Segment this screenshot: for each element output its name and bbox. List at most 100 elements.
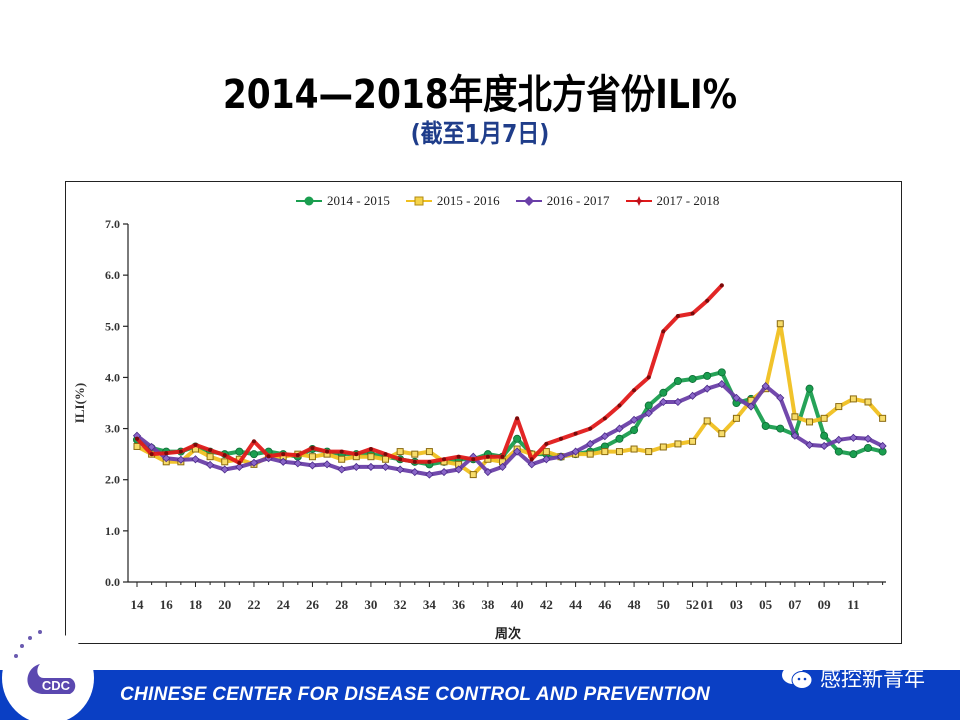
x-tick-label: 07 [788,597,802,612]
data-point [544,441,549,446]
data-point [791,413,799,421]
data-point [659,443,667,451]
data-point [718,430,726,438]
data-point [251,439,256,444]
data-point [222,453,227,458]
x-tick-label: 14 [131,597,145,612]
data-point [644,401,653,410]
x-tick-label: 36 [452,597,466,612]
data-point [469,471,477,479]
legend-label: 2015 - 2016 [436,193,500,208]
data-point [208,448,213,453]
data-point [661,329,666,334]
data-point [133,442,141,450]
x-tick-label: 22 [247,597,260,612]
data-point [456,454,461,459]
x-tick-label: 52 [686,597,699,612]
data-point [717,380,726,389]
x-tick-label: 28 [335,597,349,612]
data-point [615,434,624,443]
watermark: 感控新青年 [780,663,925,693]
data-point [863,434,873,443]
data-point [515,416,520,421]
data-point [849,395,857,403]
data-point [646,375,651,380]
legend-marker-square-icon [405,196,432,206]
data-point [571,447,580,456]
data-point [425,470,434,479]
data-point [835,403,843,411]
data-point [411,450,419,458]
legend-label: 2014 - 2015 [327,193,390,208]
data-point [454,465,463,474]
x-tick-label: 48 [628,597,642,612]
data-point [279,457,288,466]
data-point [471,457,476,462]
data-point [396,448,404,456]
data-point [439,467,449,477]
data-point [442,457,447,462]
data-point [339,449,344,454]
y-tick-label: 0.0 [105,575,120,589]
data-point [689,437,697,445]
data-point [632,388,637,393]
data-point [690,311,695,316]
slide-subtitle: (截至1月7日) [410,119,550,148]
data-point [705,298,710,303]
x-tick-label: 16 [160,597,174,612]
data-point [410,467,419,477]
y-tick-label: 4.0 [105,370,120,384]
x-tick-label: 34 [423,597,437,612]
data-point [659,397,668,407]
x-tick-label: 32 [394,597,407,612]
chart-frame [65,181,902,644]
data-point [776,393,785,402]
data-point [178,449,183,454]
data-point [366,462,375,471]
y-tick-label: 7.0 [105,217,120,231]
data-point [249,450,258,459]
data-point [221,458,229,466]
wechat-icon [782,666,813,689]
data-point [176,455,185,464]
data-point [864,444,873,453]
data-point [542,448,550,456]
data-point [600,432,609,441]
legend-item: 2017 - 2018 [625,193,720,209]
data-point [820,441,829,451]
data-point [805,440,814,450]
y-tick-label: 5.0 [105,319,120,333]
data-point [542,455,551,464]
data-point [849,433,858,442]
x-tick-label: 38 [481,597,495,612]
footer-banner-text: CHINESE CENTER FOR DISEASE CONTROL AND P… [120,684,711,705]
legend-marker-circle-icon [296,196,322,206]
x-axis-label: 周次 [495,626,521,642]
data-point [206,460,215,469]
series-line-3 [135,382,885,477]
data-point [425,448,433,456]
data-point [338,455,346,463]
data-point [206,453,214,461]
data-point [776,320,784,328]
data-point [367,453,375,461]
legend-marker-diamond-icon [515,196,542,206]
data-point [149,452,154,457]
data-point [237,460,242,465]
data-point [586,439,595,448]
data-point [310,446,315,451]
legend-label: 2017 - 2018 [656,193,720,208]
x-tick-label: 09 [818,597,832,612]
data-point [719,283,724,288]
data-point [703,417,711,425]
x-tick-label: 40 [511,597,524,612]
data-point [427,459,432,464]
data-point [498,462,507,471]
series-line-1 [135,370,885,467]
legend-item: 2016 - 2017 [515,193,610,209]
x-tick-label: 05 [759,597,773,612]
data-point [354,452,359,457]
legend-item: 2014 - 2015 [296,193,390,209]
data-point [746,402,756,411]
data-point [396,465,405,474]
